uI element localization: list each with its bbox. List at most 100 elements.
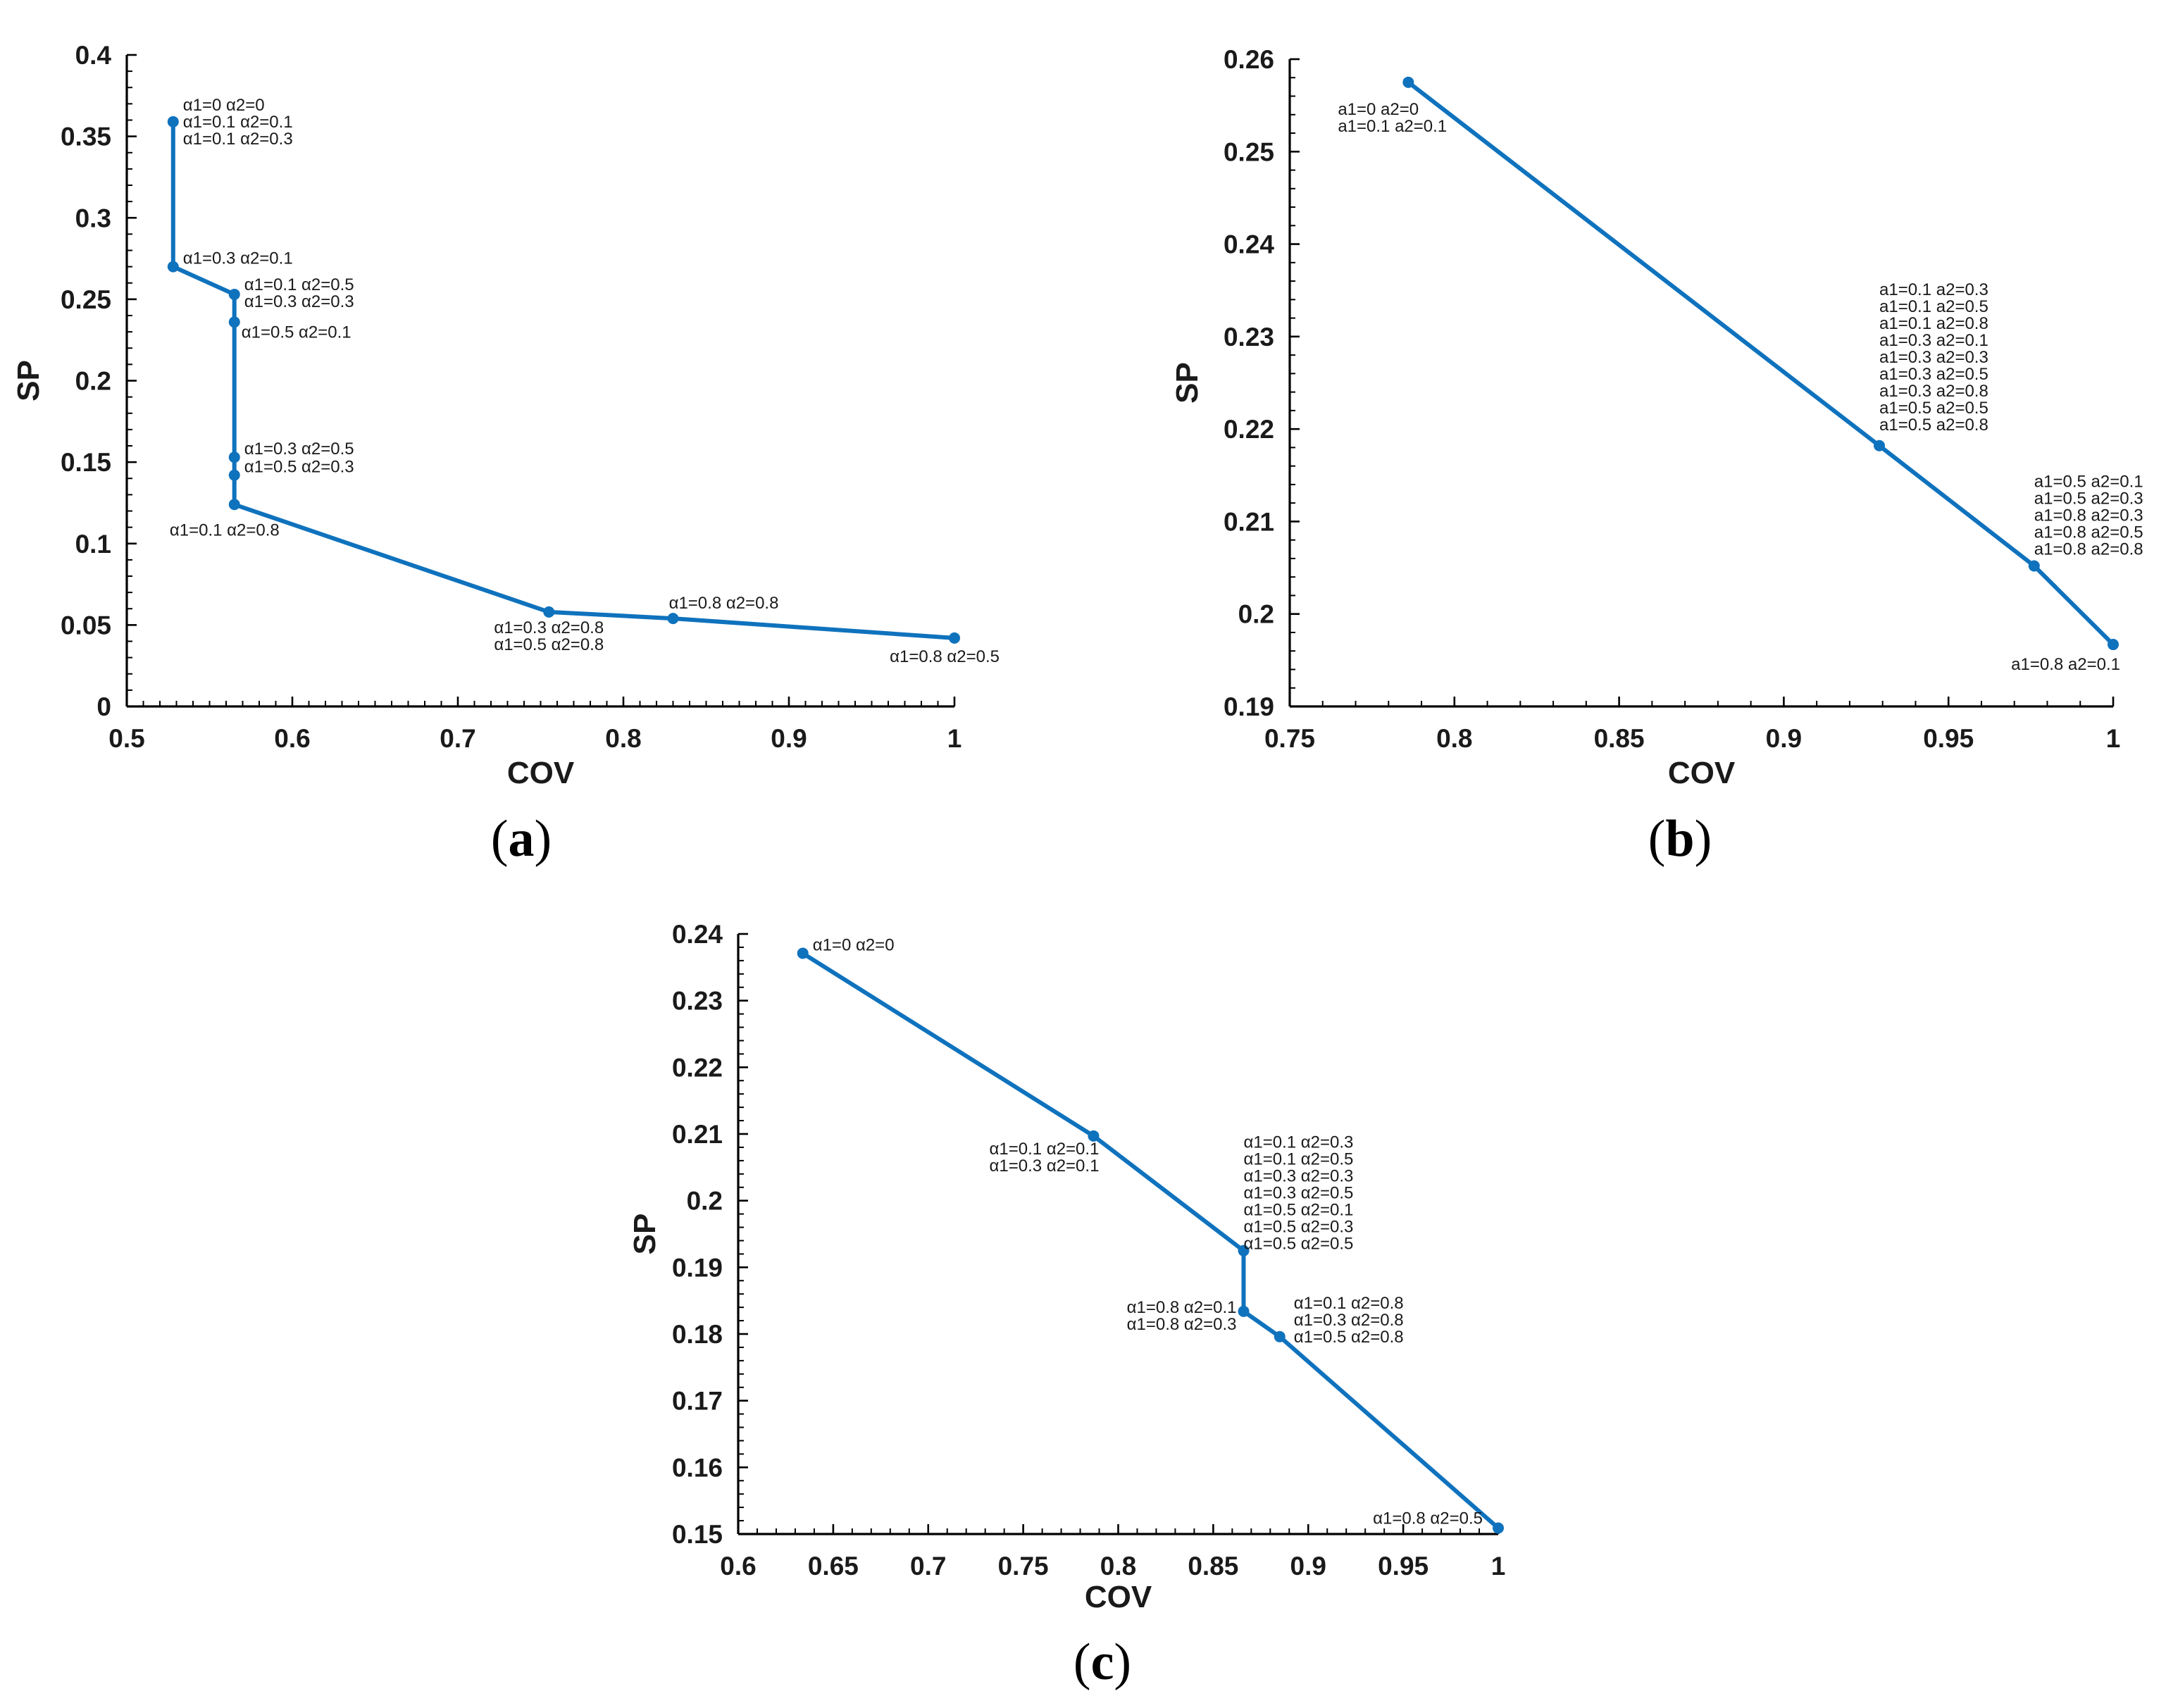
data-annotation: α1=0.3 α2=0.1 [183, 249, 293, 268]
data-annotation: α1=0.3 α2=0.8 [1294, 1311, 1404, 1330]
data-point [167, 116, 179, 127]
x-tick-label: 0.8 [605, 724, 641, 753]
data-annotation: α1=0.1 α2=0.5 [244, 275, 354, 294]
data-annotation: a1=0.5 a2=0.3 [2034, 489, 2143, 508]
data-annotation: a1=0.1 a2=0.8 [1879, 314, 1988, 333]
data-annotation: a1=0.8 a2=0.1 [2011, 655, 2120, 674]
data-point [1402, 76, 1414, 88]
x-axis-label: COV [1085, 1580, 1152, 1614]
data-annotation: α1=0 α2=0 [183, 96, 265, 115]
y-tick-label: 0.23 [672, 987, 723, 1016]
data-annotation: a1=0.5 a2=0.1 [2034, 472, 2143, 491]
x-tick-label: 0.65 [808, 1552, 859, 1581]
series-line [800, 951, 1500, 1531]
data-annotation: a1=0.5 a2=0.5 [1879, 399, 1988, 418]
data-point [167, 261, 179, 273]
data-annotation: α1=0.5 α2=0.1 [1244, 1201, 1354, 1220]
data-annotation: α1=0.1 α2=0.8 [170, 520, 280, 540]
data-point [2028, 560, 2040, 572]
data-annotation: α1=0.5 α2=0.8 [494, 635, 604, 654]
x-tick-label: 1 [2106, 724, 2121, 753]
data-annotation: α1=0.8 α2=0.1 [1127, 1298, 1237, 1317]
data-point [1238, 1245, 1250, 1257]
data-annotation: α1=0.3 α2=0.1 [990, 1157, 1100, 1176]
panel-label: (b) [1648, 810, 1712, 868]
data-annotation: a1=0.3 a2=0.1 [1879, 331, 1988, 350]
x-tick-label: 0.95 [1378, 1552, 1429, 1581]
x-tick-label: 0.8 [1436, 724, 1472, 753]
y-tick-label: 0.19 [1224, 692, 1274, 721]
y-tick-label: 0.05 [61, 611, 111, 640]
data-annotation: α1=0.5 α2=0.8 [1294, 1328, 1404, 1347]
data-annotation: a1=0.1 a2=0.1 [1338, 117, 1447, 136]
panel-label: (c) [1073, 1633, 1131, 1691]
data-annotation: α1=0.1 α2=0.3 [183, 130, 293, 149]
data-annotation: α1=0.3 α2=0.8 [494, 618, 604, 637]
data-point [1088, 1130, 1100, 1142]
y-tick-label: 0.35 [61, 123, 111, 151]
data-annotation: a1=0.5 a2=0.8 [1879, 416, 1988, 435]
data-point [228, 469, 240, 481]
data-point [1238, 1305, 1250, 1317]
data-annotation: α1=0.5 α2=0.3 [1244, 1218, 1354, 1237]
data-point [228, 499, 240, 511]
y-tick-label: 0.22 [672, 1053, 723, 1082]
data-point [1274, 1330, 1286, 1342]
x-tick-label: 0.6 [274, 724, 310, 753]
y-tick-label: 0.19 [672, 1253, 723, 1282]
data-annotation: a1=0.3 a2=0.8 [1879, 382, 1988, 401]
data-point [797, 947, 809, 959]
x-tick-label: 0.85 [1594, 724, 1645, 753]
data-annotation: α1=0.5 α2=0.5 [1244, 1235, 1354, 1254]
data-annotation: α1=0.8 α2=0.5 [890, 647, 1000, 666]
data-annotation: a1=0.8 a2=0.3 [2034, 506, 2143, 525]
x-axis-label: COV [1668, 756, 1736, 790]
x-tick-label: 1 [1491, 1552, 1506, 1581]
panel-letter: c [1091, 1633, 1114, 1691]
data-annotation: α1=0.3 α2=0.5 [244, 440, 354, 459]
y-tick-label: 0.4 [75, 41, 112, 70]
data-point [543, 606, 555, 618]
x-tick-label: 0.8 [1100, 1552, 1136, 1581]
y-tick-label: 0.15 [672, 1520, 723, 1549]
panel-label: (a) [491, 810, 552, 868]
x-tick-label: 0.75 [1264, 724, 1315, 753]
data-annotation: a1=0.3 a2=0.5 [1879, 365, 1988, 384]
data-annotation: α1=0.1 α2=0.8 [1294, 1294, 1404, 1313]
data-annotation: α1=0.5 α2=0.3 [244, 458, 354, 477]
data-annotation: a1=0 a2=0 [1338, 100, 1419, 119]
x-tick-label: 0.85 [1188, 1552, 1238, 1581]
y-axis-label: SP [628, 1214, 662, 1255]
x-tick-label: 0.9 [771, 724, 807, 753]
data-annotation: α1=0.1 α2=0.1 [990, 1140, 1100, 1159]
y-tick-label: 0.25 [1224, 137, 1274, 166]
y-tick-label: 0 [97, 692, 111, 721]
data-point [228, 451, 240, 463]
y-tick-label: 0.2 [75, 367, 111, 396]
panel-letter: a [509, 810, 535, 868]
x-tick-label: 0.75 [998, 1552, 1049, 1581]
chart-panel-a: 0.5 0.6 0.7 0.8 0.9 1 0 0.05 0.1 0.15 0.2 0.25 0.3 0.… [11, 41, 1000, 868]
y-axis-label: SP [11, 360, 46, 401]
y-tick-label: 0.23 [1224, 323, 1274, 351]
data-annotation: α1=0.8 α2=0.8 [669, 594, 779, 613]
y-tick-label: 0.3 [75, 204, 111, 232]
data-annotation: a1=0.1 a2=0.5 [1879, 297, 1988, 316]
y-tick-label: 0.24 [1224, 230, 1274, 259]
y-tick-label: 0.2 [1238, 600, 1274, 629]
data-annotation: a1=0.8 a2=0.5 [2034, 523, 2143, 542]
chart-panel-b: 0.75 0.8 0.85 0.9 0.95 1 0.19 0.2 0.21 0.22 0.23 0.… [1170, 45, 2143, 868]
data-annotation: α1=0.3 α2=0.5 [1244, 1184, 1354, 1203]
x-tick-label: 0.9 [1290, 1552, 1326, 1581]
data-annotation: α1=0.1 α2=0.3 [1244, 1133, 1354, 1152]
y-tick-label: 0.18 [672, 1320, 723, 1349]
panel-letter: b [1665, 810, 1694, 868]
x-tick-label: 0.7 [910, 1552, 946, 1581]
x-tick-label: 0.7 [440, 724, 475, 753]
data-point [1874, 440, 1886, 451]
data-point [228, 316, 240, 328]
y-axis-label: SP [1170, 362, 1205, 404]
data-annotation: a1=0.8 a2=0.8 [2034, 540, 2143, 559]
x-tick-label: 1 [947, 724, 962, 753]
